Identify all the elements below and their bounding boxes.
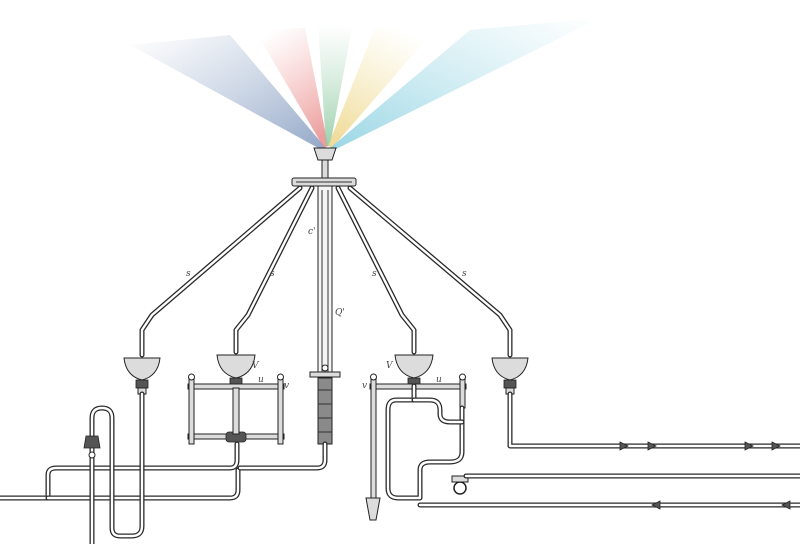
distribution-disc: [291, 177, 357, 187]
label-v-right: V: [386, 361, 394, 371]
label-u-left: u: [258, 375, 264, 385]
label-s-1: s: [186, 269, 191, 279]
label-s-3: s: [372, 269, 377, 279]
ray-yellow: [328, 28, 430, 148]
ray-blue: [130, 35, 326, 150]
labels: s s s s c' Q' V V u u v v: [186, 227, 467, 391]
label-v-small-left: v: [284, 381, 289, 391]
reservoir-1: [123, 357, 161, 395]
label-v-small-right: v: [362, 381, 367, 391]
central-column: [309, 185, 341, 445]
ray-green: [318, 25, 352, 146]
lower-piping: [0, 383, 800, 544]
burner: [313, 147, 337, 179]
ray-cyan: [330, 18, 600, 150]
ray-red: [255, 28, 328, 148]
left-frame: [187, 373, 285, 445]
label-q-prime: Q': [335, 308, 345, 318]
label-c-prime: c': [308, 227, 316, 237]
reservoirs: [123, 354, 529, 395]
label-u-right: u: [436, 375, 442, 385]
reservoir-2: [216, 354, 256, 387]
label-s-4: s: [462, 269, 467, 279]
light-rays: [130, 18, 600, 150]
label-v-left: V: [252, 361, 260, 371]
reservoir-3: [394, 354, 434, 387]
label-s-2: s: [270, 269, 275, 279]
reservoir-4: [491, 357, 529, 395]
arms: [139, 185, 513, 358]
right-frame: [365, 373, 467, 521]
